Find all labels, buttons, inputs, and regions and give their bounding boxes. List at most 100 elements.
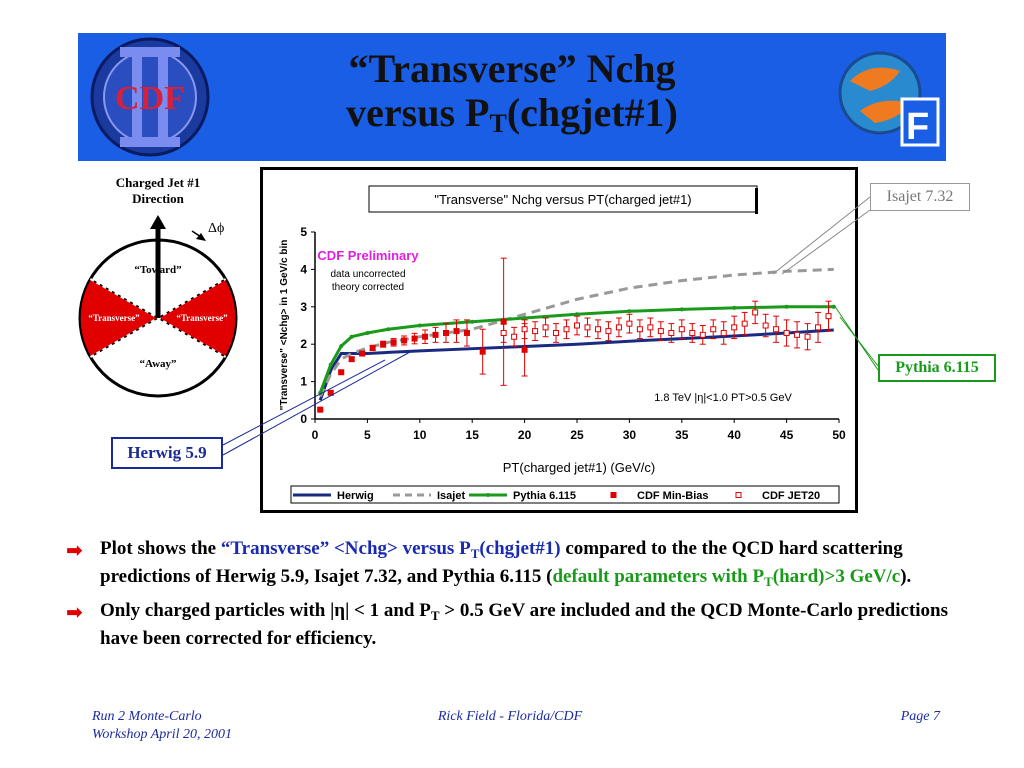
data-point-cdf-jet20 (532, 328, 539, 335)
data-point-cdf-min-bias (443, 329, 449, 336)
series-line-herwig (318, 328, 834, 401)
x-tick-label: 5 (364, 428, 371, 442)
bullet-arrow-icon: ➡ (66, 600, 83, 624)
legend-label-cdf-jet20: CDF JET20 (762, 490, 820, 502)
x-tick-label: 25 (570, 428, 584, 442)
data-point-cdf-jet20 (584, 324, 591, 331)
data-point-cdf-jet20 (636, 326, 643, 333)
transverse-left-label: “Transverse” (88, 313, 140, 323)
series-point-pythia-6-115 (339, 344, 344, 349)
data-point-cdf-jet20 (804, 333, 811, 340)
uf-logo-icon: F (838, 51, 940, 148)
x-tick-label: 15 (466, 428, 480, 442)
data-point-cdf-min-bias (317, 406, 324, 413)
data-point-cdf-min-bias (479, 348, 486, 355)
transverse-left-region (79, 277, 160, 359)
delta-phi-label: Δϕ (208, 221, 224, 236)
data-point-cdf-jet20 (731, 324, 738, 331)
cuts-label: 1.8 TeV |η|<1.0 PT>0.5 GeV (654, 392, 792, 404)
svg-text:F: F (906, 106, 929, 148)
y-tick-label: 0 (300, 412, 307, 426)
transverse-right-region (156, 277, 237, 359)
data-point-cdf-min-bias (463, 329, 470, 336)
data-point-cdf-min-bias (453, 328, 460, 335)
data-point-cdf-jet20 (689, 329, 696, 336)
series-point-pythia-6-115 (417, 323, 422, 328)
svg-text:CDF: CDF (115, 80, 185, 117)
series-point-pythia-6-115 (522, 316, 527, 321)
title-line-1: “Transverse” Nchg (348, 46, 676, 91)
x-tick-label: 20 (518, 428, 532, 442)
theory-corrected-label: theory corrected (332, 282, 404, 293)
cdf-preliminary-label: CDF Preliminary (317, 248, 419, 263)
chart-title: "Transverse" Nchg versus PT(charged jet#… (434, 192, 691, 207)
bullet-item-2: ➡ Only charged particles with |η| < 1 an… (66, 600, 949, 649)
bullet-arrow-icon: ➡ (66, 538, 83, 562)
data-point-cdf-min-bias (348, 356, 355, 363)
herwig-callout: Herwig 5.9 (111, 437, 223, 469)
series-point-pythia-6-115 (575, 312, 579, 317)
pythia-callout: Pythia 6.115 (878, 354, 996, 382)
data-point-cdf-jet20 (762, 322, 769, 329)
data-point-cdf-jet20 (710, 326, 717, 333)
series-point-pythia-6-115 (627, 309, 632, 314)
data-point-cdf-min-bias (338, 369, 345, 376)
data-point-cdf-min-bias (369, 344, 376, 351)
data-point-cdf-jet20 (626, 320, 633, 327)
series-line-isajet (318, 267, 834, 398)
footer-workshop: Run 2 Monte-Carlo Workshop April 20, 200… (92, 709, 233, 742)
footer-author: Rick Field - Florida/CDF (437, 709, 583, 724)
series-point-pythia-6-115 (365, 330, 370, 335)
legend-swatch-cdf-min-bias (610, 492, 617, 498)
data-point-cdf-min-bias (390, 339, 397, 346)
data-point-cdf-jet20 (500, 329, 507, 336)
data-point-cdf-jet20 (741, 320, 748, 327)
isajet-callout: Isajet 7.32 (870, 183, 970, 211)
legend-swatch-cdf-jet20 (735, 492, 742, 498)
bullet-list: ➡ Plot shows the “Transverse” <Nchg> ver… (66, 537, 966, 656)
y-tick-label: 3 (300, 300, 307, 314)
series-point-pythia-6-115 (679, 307, 684, 312)
legend-label-pythia-6-115: Pythia 6.115 (513, 490, 576, 502)
series-point-pythia-6-115 (349, 334, 354, 339)
x-tick-label: 50 (832, 428, 846, 442)
data-point-cdf-min-bias (380, 341, 387, 348)
y-tick-label: 1 (300, 375, 307, 389)
data-point-cdf-min-bias (422, 333, 429, 340)
legend-label-cdf-min-bias: CDF Min-Bias (637, 490, 709, 502)
footer-page-number: Page 7 (900, 709, 940, 724)
data-point-cdf-jet20 (699, 331, 706, 338)
data-point-cdf-jet20 (752, 309, 759, 316)
x-tick-label: 35 (675, 428, 689, 442)
x-axis-label: PT(charged jet#1) (GeV/c) (503, 460, 655, 475)
data-point-cdf-jet20 (615, 324, 622, 331)
data-point-cdf-jet20 (521, 326, 528, 333)
transverse-right-label: “Transverse” (176, 313, 228, 323)
jet-direction-label: Charged Jet #1 Direction (115, 175, 201, 206)
cdf-logo-icon: CDF (90, 37, 210, 157)
legend-label-isajet: Isajet (437, 490, 465, 502)
data-point-cdf-jet20 (720, 329, 727, 336)
data-point-cdf-jet20 (553, 329, 560, 336)
legend-label-herwig: Herwig (337, 490, 374, 502)
data-point-cdf-jet20 (647, 324, 654, 331)
data-uncorrected-label: data uncorrected (330, 269, 405, 280)
data-point-cdf-min-bias (521, 346, 528, 353)
series-point-pythia-6-115 (784, 304, 789, 309)
data-point-cdf-jet20 (657, 328, 664, 335)
y-tick-label: 2 (300, 337, 307, 351)
y-axis-label: "Transverse" <Nchg> in 1 GeV/c bin (279, 240, 290, 411)
data-point-cdf-jet20 (794, 331, 801, 338)
data-point-cdf-jet20 (511, 333, 518, 340)
x-tick-label: 10 (413, 428, 427, 442)
data-point-cdf-min-bias (432, 331, 439, 338)
slide-title: “Transverse” Nchg versus PT(chgjet#1) (78, 47, 946, 146)
data-point-cdf-jet20 (773, 326, 780, 333)
data-point-cdf-min-bias (411, 335, 418, 342)
series-point-pythia-6-115 (470, 319, 475, 324)
x-tick-label: 0 (312, 428, 319, 442)
x-tick-label: 30 (623, 428, 637, 442)
data-point-cdf-jet20 (542, 324, 549, 331)
series-point-pythia-6-115 (386, 327, 391, 332)
